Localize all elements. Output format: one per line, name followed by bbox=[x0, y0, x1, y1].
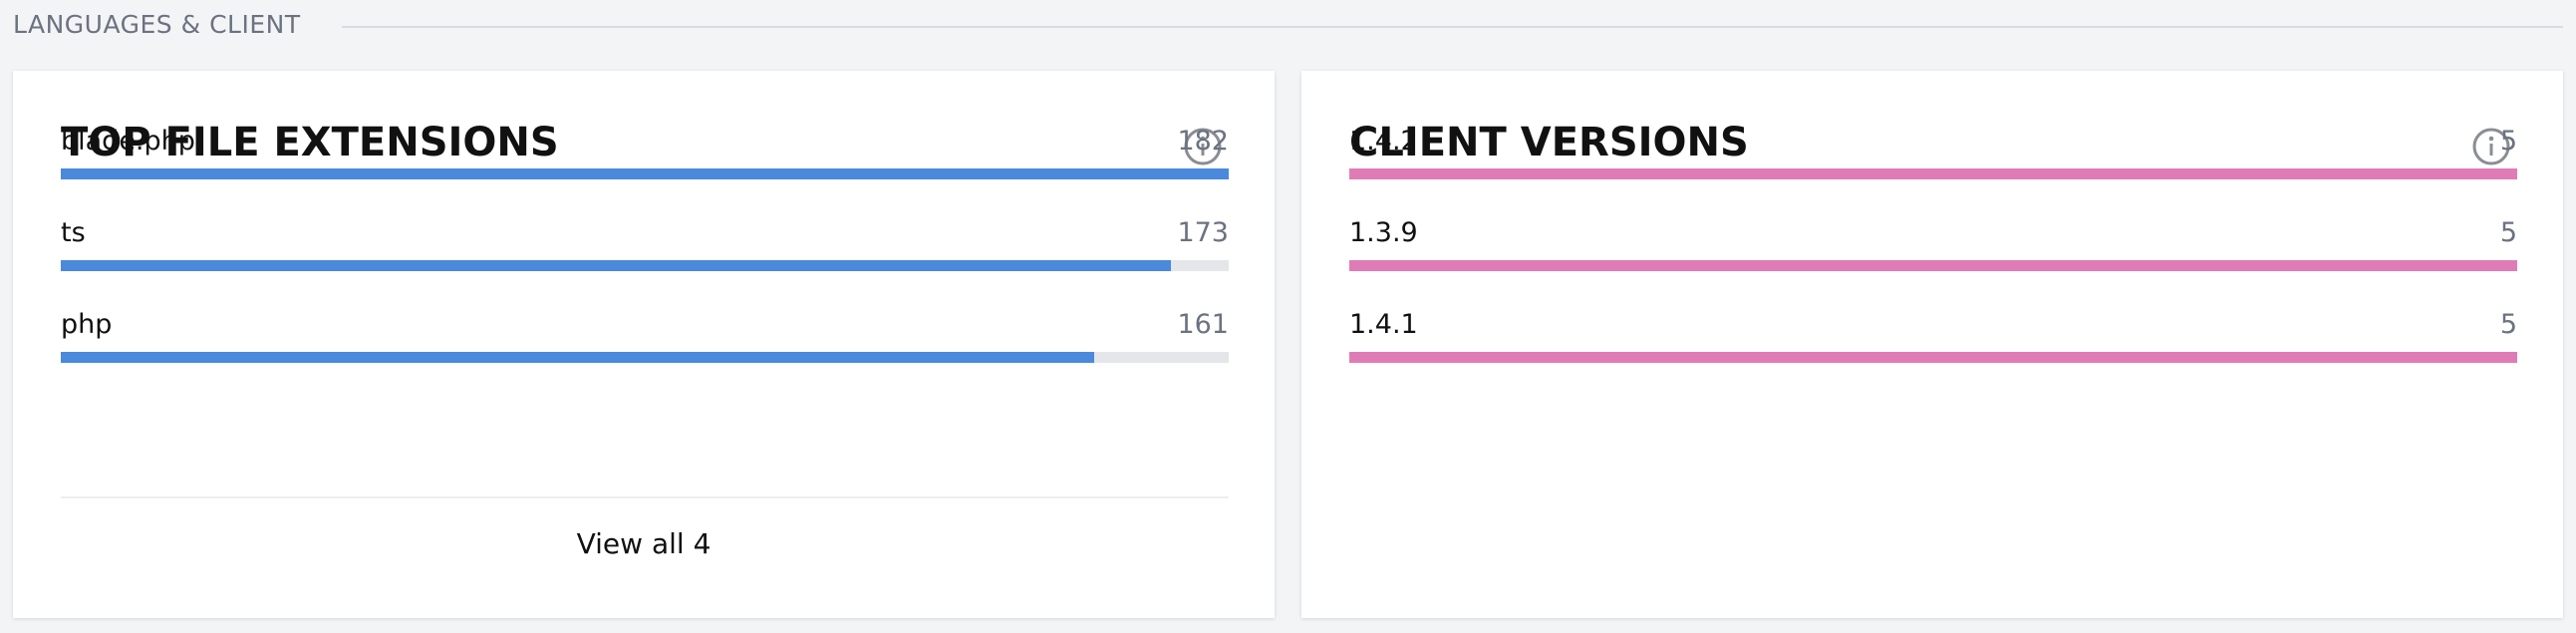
bar-track bbox=[61, 168, 1229, 179]
section-rule bbox=[342, 26, 2563, 28]
card: CLIENT VERSIONS 1.4.2 5 1.3.9 5 1.4.1 5 bbox=[1301, 71, 2563, 618]
bar-track bbox=[1349, 168, 2517, 179]
item-label: 1.3.9 bbox=[1349, 217, 1418, 248]
bar bbox=[61, 168, 1229, 179]
info-glyph bbox=[1184, 128, 1222, 165]
bar-track bbox=[1349, 260, 2517, 271]
card-title: TOP FILE EXTENSIONS bbox=[61, 120, 559, 165]
bar bbox=[1349, 260, 2517, 271]
item-value: 5 bbox=[2499, 217, 2517, 248]
item-label: ts bbox=[61, 217, 86, 248]
item-label: php bbox=[61, 309, 113, 340]
item-label: 1.4.2 bbox=[1349, 126, 1418, 157]
bar bbox=[61, 260, 1172, 271]
section-title: LANGUAGES & CLIENT bbox=[13, 10, 301, 39]
view-all-link[interactable]: View all 4 bbox=[576, 527, 712, 560]
info-icon[interactable] bbox=[1183, 127, 1223, 170]
info-glyph bbox=[2472, 128, 2510, 165]
bar bbox=[1349, 352, 2517, 363]
item-value: 5 bbox=[2499, 126, 2517, 157]
info-icon[interactable] bbox=[2471, 127, 2511, 170]
card: TOP FILE EXTENSIONS blade.php 182 ts 173 php 1… bbox=[13, 71, 1275, 618]
item-value: 182 bbox=[1177, 126, 1229, 157]
item-value: 161 bbox=[1177, 309, 1229, 340]
bar-track bbox=[1349, 352, 2517, 363]
bar-track bbox=[61, 260, 1229, 271]
item-label: blade.php bbox=[61, 126, 195, 157]
bar bbox=[61, 352, 1094, 363]
item-label: 1.4.1 bbox=[1349, 309, 1418, 340]
bar bbox=[1349, 168, 2517, 179]
item-value: 5 bbox=[2499, 309, 2517, 340]
divider bbox=[61, 496, 1229, 498]
bar-track bbox=[61, 352, 1229, 363]
card-title: CLIENT VERSIONS bbox=[1349, 120, 1749, 165]
item-value: 173 bbox=[1177, 217, 1229, 248]
